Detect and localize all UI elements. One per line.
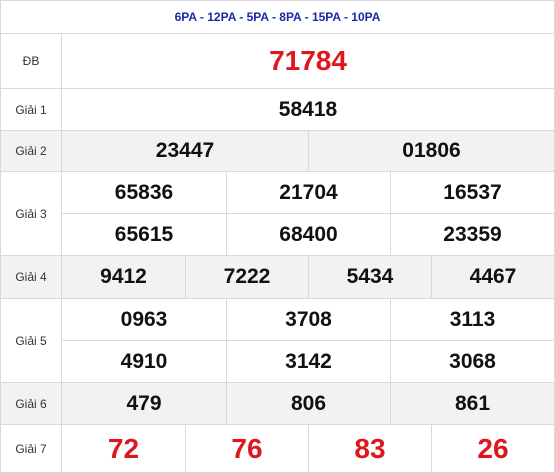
row-g2: Giải 2 23447 01806 <box>0 130 555 172</box>
label-g1: Giải 1 <box>0 88 62 131</box>
g5-number: 4910 <box>61 340 227 383</box>
label-special: ĐB <box>0 33 62 89</box>
row-g6: Giải 6 479 806 861 <box>0 382 555 425</box>
g5-number: 3142 <box>226 340 391 383</box>
g3-number: 68400 <box>226 213 391 256</box>
label-g2: Giải 2 <box>0 130 62 172</box>
header-text: 6PA - 12PA - 5PA - 8PA - 15PA - 10PA <box>0 0 555 34</box>
g2-number: 23447 <box>61 130 309 172</box>
g2-number: 01806 <box>307 130 555 172</box>
g6-number: 479 <box>61 382 227 425</box>
row-g1: Giải 1 58418 <box>0 88 555 131</box>
g3-number: 65615 <box>61 213 227 256</box>
g7-number: 83 <box>308 424 432 473</box>
g5-number: 3708 <box>226 298 391 341</box>
row-g7: Giải 7 72 76 83 26 <box>0 424 555 473</box>
g4-number: 7222 <box>185 255 309 299</box>
g7-number: 76 <box>185 424 309 473</box>
header-row: 6PA - 12PA - 5PA - 8PA - 15PA - 10PA <box>0 0 555 34</box>
g6-number: 861 <box>389 382 555 425</box>
g3-number: 16537 <box>389 171 555 214</box>
g5-number: 0963 <box>61 298 227 341</box>
g3-number: 21704 <box>226 171 391 214</box>
g3-number: 65836 <box>61 171 227 214</box>
label-g4: Giải 4 <box>0 255 62 299</box>
row-g4: Giải 4 9412 7222 5434 4467 <box>0 255 555 299</box>
g7-number: 26 <box>430 424 555 473</box>
g5-number: 3113 <box>389 298 555 341</box>
row-g5: Giải 5 0963 3708 3113 <box>0 298 555 383</box>
g7-number: 72 <box>61 424 186 473</box>
label-g3: Giải 3 <box>0 171 62 256</box>
g4-number: 9412 <box>61 255 186 299</box>
g6-number: 806 <box>226 382 391 425</box>
row-g3: Giải 3 65836 21704 16537 <box>0 171 555 256</box>
g5-number: 3068 <box>389 340 555 383</box>
label-g7: Giải 7 <box>0 424 62 473</box>
label-g6: Giải 6 <box>0 382 62 425</box>
row-g5: 4910 3142 3068 <box>1 340 555 383</box>
g3-number: 23359 <box>389 213 555 256</box>
g4-number: 5434 <box>308 255 432 299</box>
special-prize: 71784 <box>60 33 555 89</box>
g4-number: 4467 <box>430 255 555 299</box>
row-special: ĐB 71784 <box>0 33 555 89</box>
g1-number: 58418 <box>60 88 555 131</box>
label-g5: Giải 5 <box>0 298 62 383</box>
row-g3: 65615 68400 23359 <box>1 213 555 256</box>
